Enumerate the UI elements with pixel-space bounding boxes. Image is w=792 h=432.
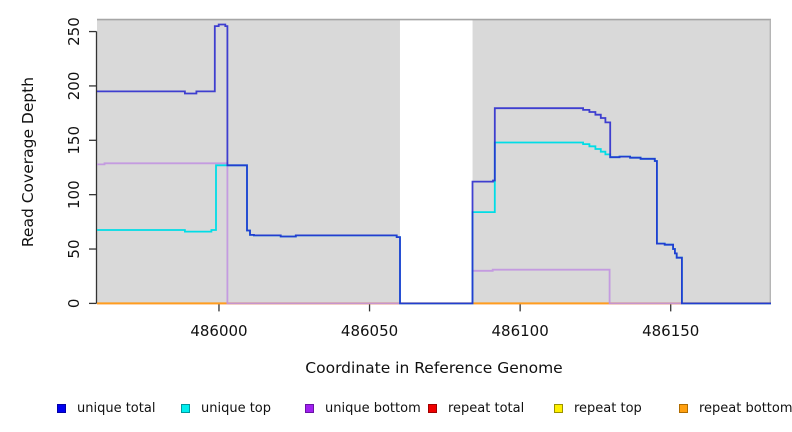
y-tick-label: 250	[65, 17, 83, 46]
legend-label: repeat top	[574, 400, 642, 416]
legend-label: repeat total	[448, 400, 525, 416]
unique-bottom-swatch-icon	[305, 403, 314, 413]
legend-item-repeat-top: repeat top	[554, 399, 642, 417]
legend-label: unique bottom	[325, 400, 421, 416]
legend: unique total unique top unique bottom re…	[0, 399, 792, 423]
legend-item-unique-total: unique total	[57, 399, 155, 417]
x-tick-label: 486050	[341, 322, 398, 340]
x-tick-label: 486000	[190, 322, 247, 340]
background-region	[97, 19, 400, 304]
legend-item-unique-bottom: unique bottom	[305, 399, 421, 417]
background-region	[472, 19, 771, 304]
y-tick-label: 150	[65, 126, 83, 155]
legend-label: unique total	[77, 400, 156, 416]
legend-item-repeat-total: repeat total	[428, 399, 524, 417]
y-tick-label: 50	[65, 239, 83, 258]
repeat-bottom-swatch-icon	[679, 403, 688, 413]
y-tick-label: 100	[65, 180, 83, 209]
repeat-top-swatch-icon	[554, 403, 563, 413]
x-axis-title: Coordinate in Reference Genome	[305, 359, 563, 377]
legend-label: repeat bottom	[699, 400, 792, 416]
unique-total-swatch-icon	[57, 403, 66, 413]
repeat-total-swatch-icon	[428, 403, 437, 413]
y-axis-title: Read Coverage Depth	[19, 76, 37, 248]
series-line-unique-total	[97, 23, 771, 305]
x-tick-label: 486100	[491, 322, 548, 340]
legend-item-unique-top: unique top	[181, 399, 271, 417]
legend-label: unique top	[201, 400, 272, 416]
legend-item-repeat-bottom: repeat bottom	[679, 399, 792, 417]
y-tick-label: 200	[65, 72, 83, 101]
x-tick-label: 486150	[642, 322, 699, 340]
unique-top-swatch-icon	[181, 403, 190, 413]
y-tick-label: 0	[65, 299, 83, 309]
